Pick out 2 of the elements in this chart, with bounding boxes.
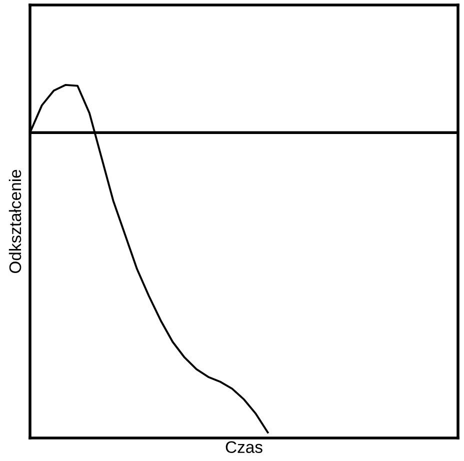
x-axis-title: Czas <box>226 441 262 454</box>
y-axis-title: Odkształcenie <box>8 170 22 274</box>
